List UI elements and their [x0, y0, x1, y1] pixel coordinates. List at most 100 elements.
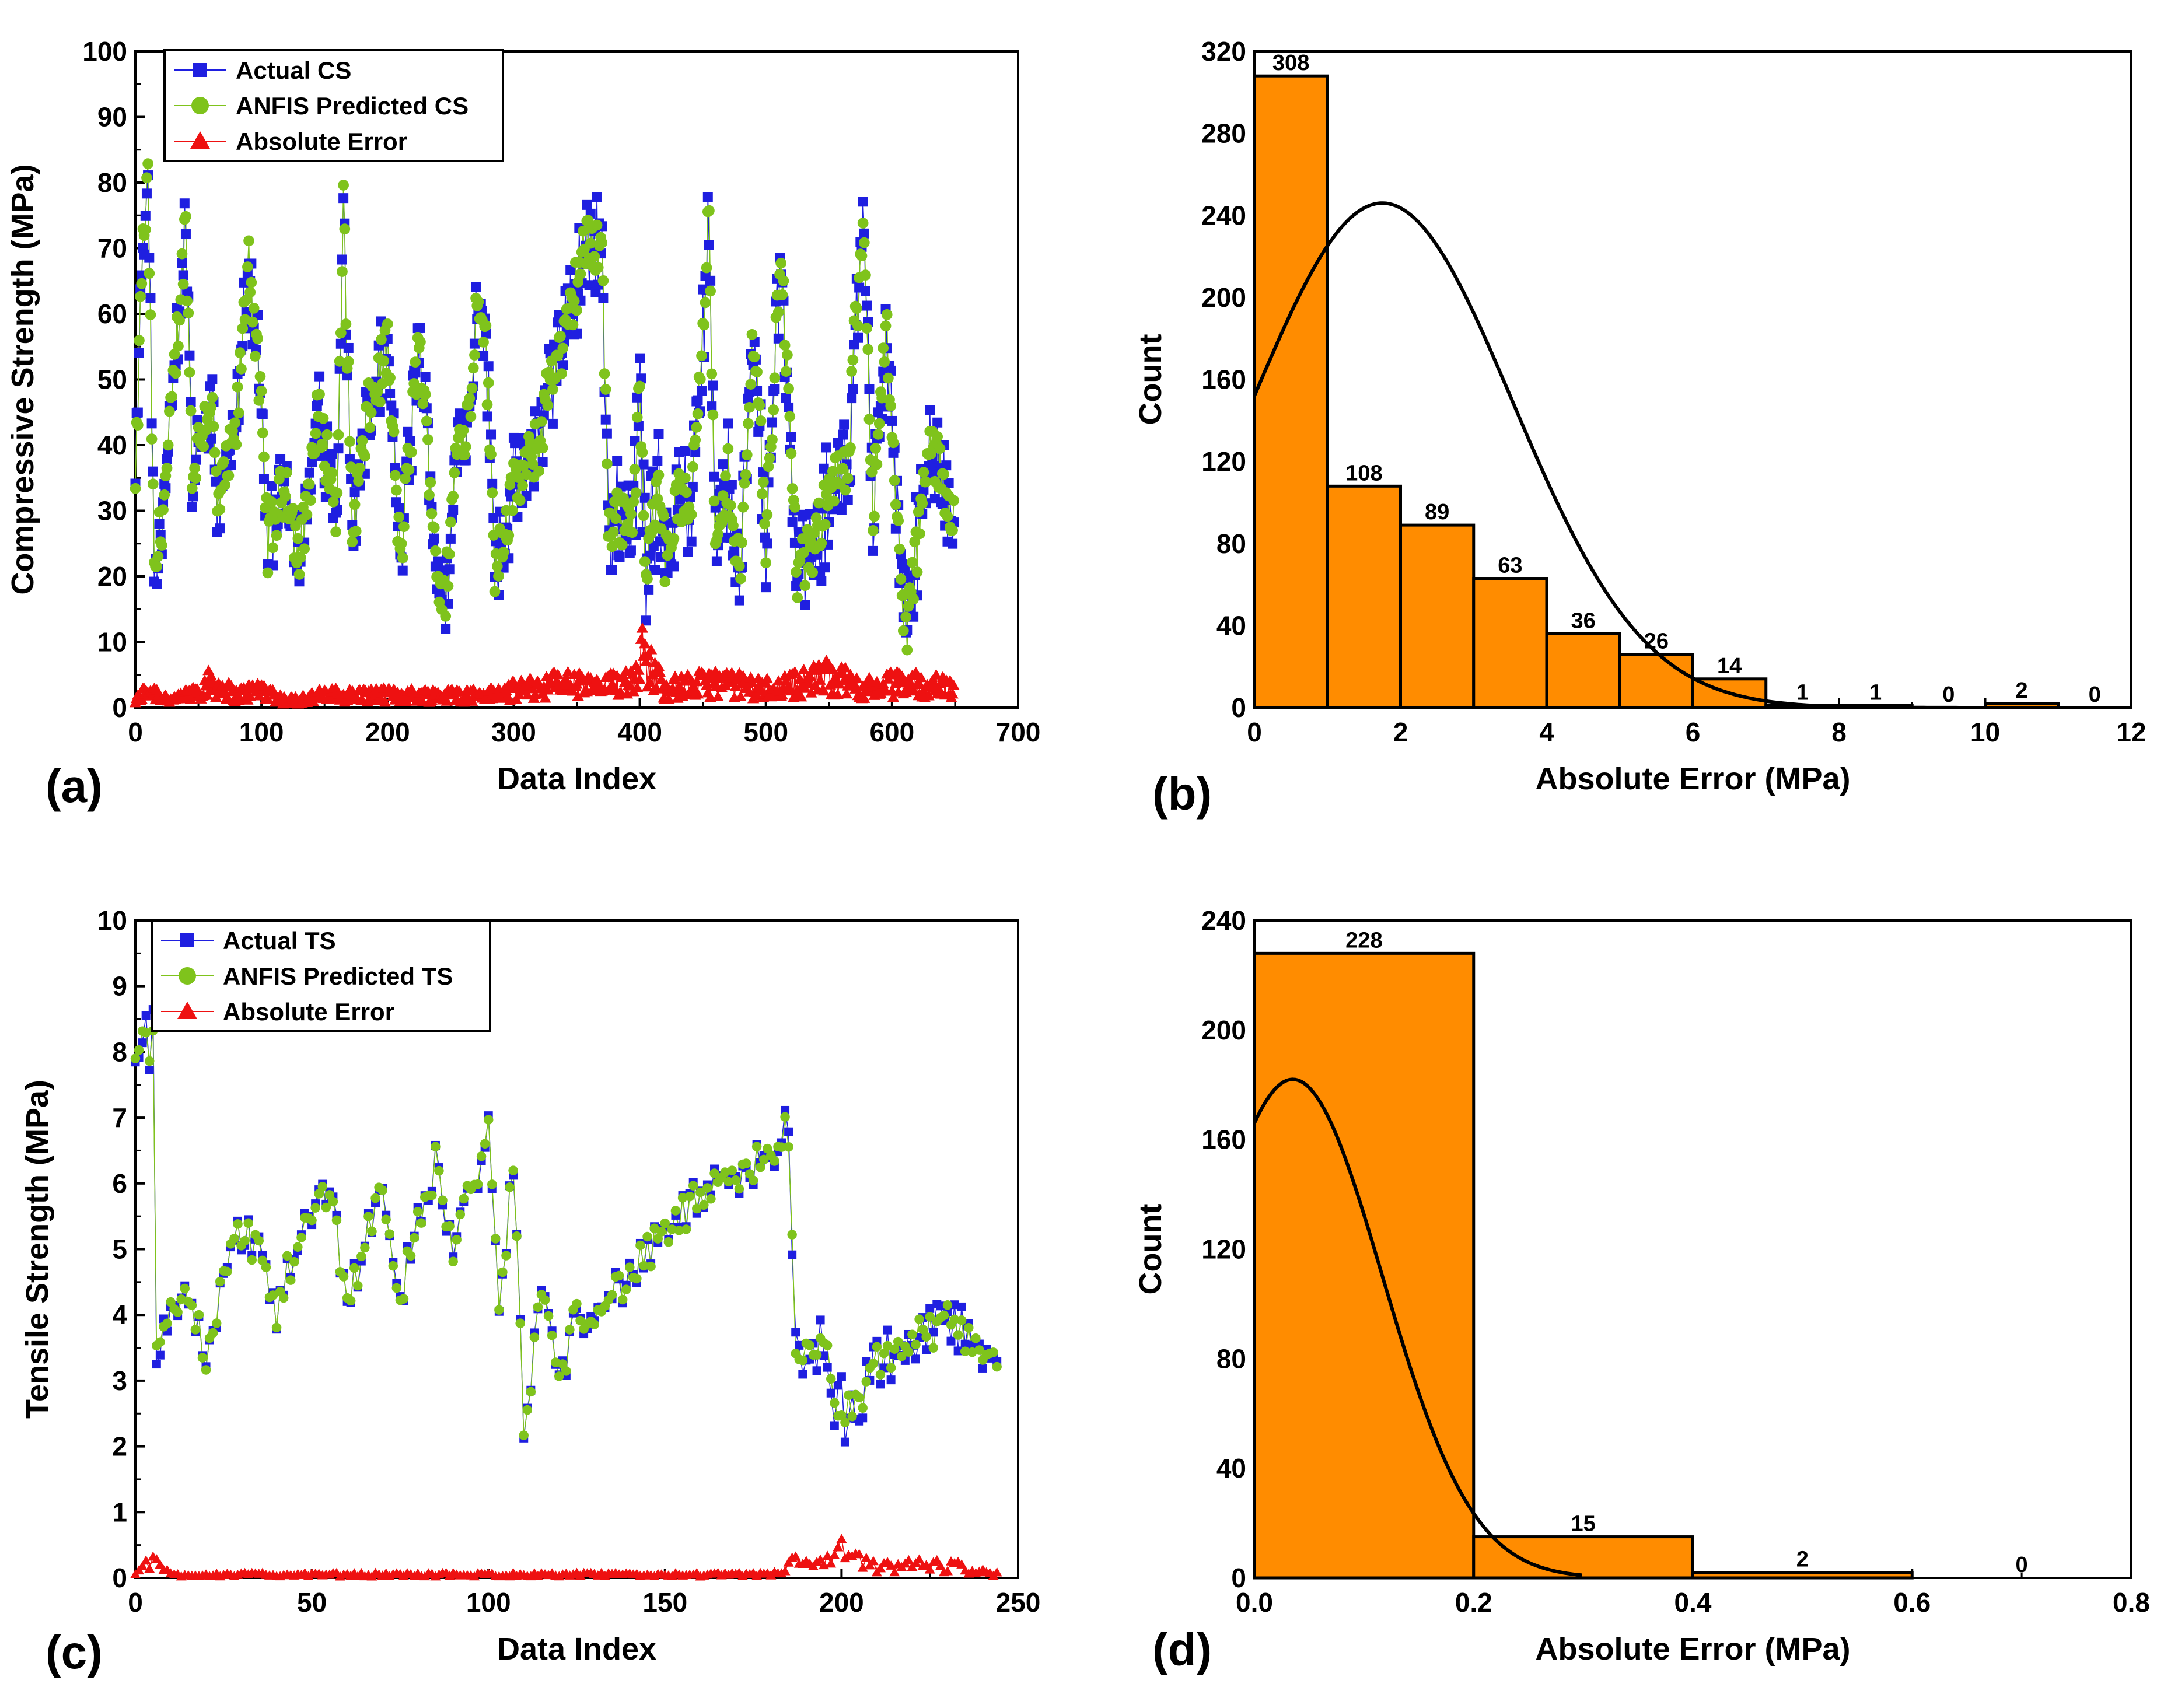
predicted-point [483, 1115, 494, 1125]
error-point [924, 1564, 935, 1574]
actual-point [600, 414, 611, 425]
predicted-point [777, 1142, 786, 1152]
actual-point [941, 460, 952, 471]
predicted-point [764, 452, 775, 464]
predicted-point [136, 278, 148, 289]
actual-point [859, 228, 869, 239]
actual-point [773, 333, 784, 344]
x-tick-label: 300 [491, 717, 536, 747]
predicted-point [337, 266, 348, 277]
error-point [815, 1554, 826, 1564]
actual-point [338, 193, 349, 204]
error-point [379, 696, 391, 707]
x-axis-label: Absolute Error (MPa) [1535, 1632, 1850, 1667]
predicted-point [201, 1365, 211, 1375]
predicted-point [156, 540, 167, 551]
predicted-point [914, 528, 925, 540]
predicted-point [596, 237, 608, 249]
predicted-point [141, 172, 152, 184]
predicted-point [189, 463, 200, 474]
actual-point [625, 545, 636, 556]
predicted-point [162, 1318, 172, 1328]
panel-label-d: (d) [1152, 1623, 1212, 1675]
x-tick-label: 8 [1831, 717, 1847, 747]
predicted-point [792, 592, 803, 603]
predicted-point [653, 469, 665, 481]
y-tick-label: 30 [97, 496, 127, 526]
predicted-point [851, 303, 862, 314]
error-point [804, 670, 816, 681]
predicted-point [727, 1166, 737, 1175]
error-point [930, 668, 942, 680]
predicted-point [457, 425, 469, 436]
actual-point [206, 433, 216, 444]
actual-point [186, 397, 196, 407]
predicted-point [243, 1218, 253, 1228]
predicted-point [425, 477, 436, 488]
actual-point [837, 1372, 846, 1381]
actual-point [770, 384, 780, 394]
predicted-point [642, 573, 653, 584]
actual-point [257, 409, 268, 419]
error-point [839, 662, 852, 673]
actual-point [529, 481, 539, 492]
predicted-point [356, 435, 368, 446]
error-point [882, 673, 894, 684]
predicted-point [378, 355, 390, 367]
predicted-point [772, 306, 784, 318]
y-tick-label: 200 [1201, 1015, 1246, 1045]
predicted-point [434, 1166, 444, 1176]
predicted-point [501, 1251, 511, 1261]
y-tick-label: 40 [1216, 1453, 1246, 1483]
actual-point [429, 533, 439, 544]
actual-point [415, 323, 425, 333]
error-point [712, 691, 724, 702]
predicted-point [384, 372, 396, 383]
actual-point [929, 1328, 938, 1337]
error-point [914, 1554, 925, 1564]
bar-count-label: 63 [1498, 554, 1522, 578]
error-point [833, 1542, 844, 1552]
legend-circle-marker [179, 967, 196, 985]
error-point [642, 650, 655, 661]
predicted-point [237, 323, 249, 334]
actual-point [839, 419, 849, 430]
predicted-point [233, 407, 244, 419]
x-tick-label: 4 [1539, 717, 1554, 747]
predicted-point [365, 407, 377, 418]
predicted-point [904, 1347, 914, 1357]
actual-point [842, 495, 853, 505]
histogram-bar [1472, 1535, 1694, 1580]
actual-point [337, 254, 347, 265]
predicted-point [589, 251, 600, 262]
actual-point [134, 348, 144, 358]
predicted-point [481, 399, 493, 410]
predicted-point [334, 356, 345, 367]
predicted-point [768, 404, 779, 415]
predicted-point [412, 1206, 423, 1217]
error-point [639, 638, 651, 649]
predicted-point [895, 573, 907, 584]
predicted-point [222, 1266, 232, 1277]
actual-point [960, 1339, 970, 1349]
x-tick-label: 0 [128, 1587, 143, 1618]
normal-fit-curve [1253, 201, 2131, 709]
y-tick-label: 120 [1201, 446, 1246, 477]
predicted-point [459, 449, 470, 461]
actual-point [177, 258, 187, 268]
predicted-point [505, 1182, 515, 1192]
predicted-point [883, 372, 894, 384]
y-axis-label: Count [1133, 1204, 1168, 1295]
predicted-point [183, 307, 194, 318]
actual-point [816, 576, 827, 586]
error-point [645, 643, 658, 654]
predicted-point [184, 366, 195, 378]
predicted-point [377, 1185, 387, 1195]
bar-count-label: 0 [1942, 682, 1955, 707]
actual-point [612, 456, 623, 466]
predicted-point [577, 225, 589, 237]
y-tick-label: 6 [112, 1168, 127, 1199]
error-point [761, 673, 774, 684]
predicted-point [844, 1390, 854, 1401]
error-point [551, 668, 564, 680]
